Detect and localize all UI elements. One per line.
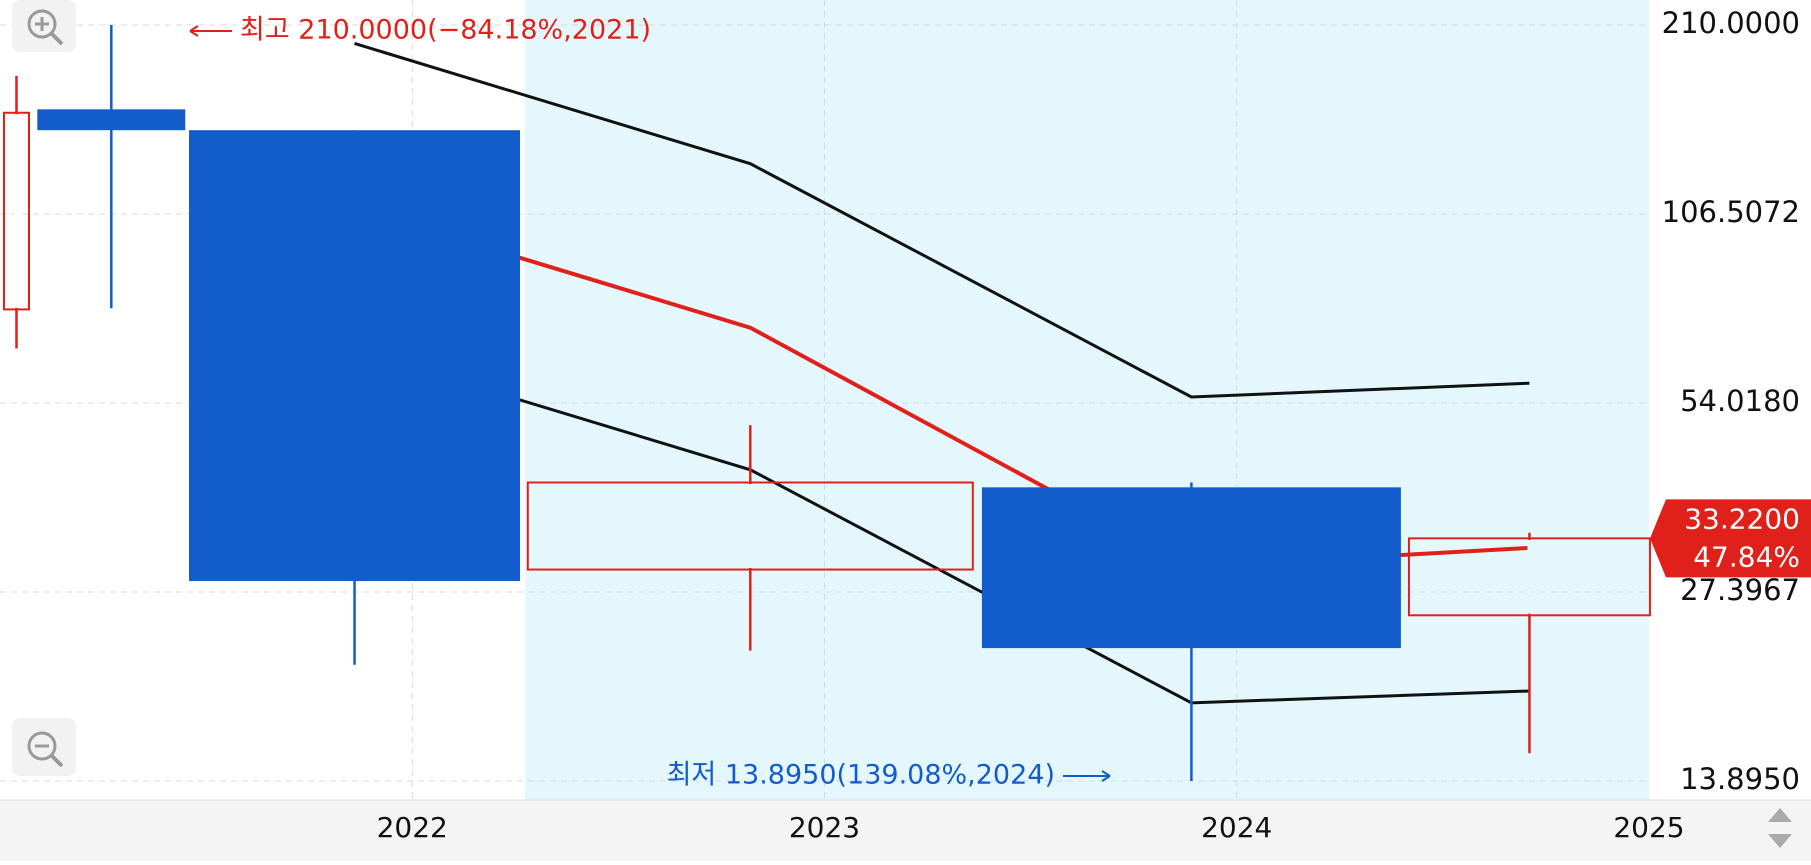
high-annotation: 최고 210.0000(−84.18%,2021) bbox=[240, 15, 651, 46]
y-tick-label: 106.5072 bbox=[1662, 195, 1800, 229]
low-arrow-head bbox=[1101, 770, 1111, 782]
y-tick-label: 13.8950 bbox=[1680, 762, 1800, 796]
price-tag-change: 47.84% bbox=[1693, 540, 1800, 573]
zoom-in[interactable] bbox=[12, 0, 76, 52]
x-tick-label: 2022 bbox=[377, 811, 448, 844]
x-tick-label: 2024 bbox=[1201, 811, 1272, 844]
high-arrow-head bbox=[189, 25, 199, 37]
price-tag-value: 33.2200 bbox=[1684, 502, 1800, 535]
scroll-control[interactable] bbox=[1768, 808, 1792, 848]
candle-body bbox=[37, 109, 186, 131]
x-axis-band bbox=[0, 800, 1811, 861]
candle-body bbox=[1407, 537, 1651, 617]
indicator-line bbox=[354, 42, 1530, 399]
candle-body bbox=[981, 487, 1401, 649]
y-tick-label: 27.3967 bbox=[1680, 573, 1800, 607]
candle-body bbox=[526, 481, 974, 571]
price-tag bbox=[1650, 499, 1811, 578]
y-tick-label: 210.0000 bbox=[1662, 6, 1800, 40]
x-tick-label: 2025 bbox=[1613, 811, 1684, 844]
candle-body bbox=[2, 111, 30, 311]
shaded-period bbox=[525, 0, 1649, 800]
candle-body bbox=[189, 130, 521, 582]
low-annotation: 최저 13.8950(139.08%,2024) bbox=[667, 760, 1055, 791]
indicator-line bbox=[354, 348, 1530, 705]
x-tick-label: 2023 bbox=[789, 811, 860, 844]
y-tick-label: 54.0180 bbox=[1680, 384, 1800, 418]
zoom-out[interactable] bbox=[12, 718, 76, 776]
